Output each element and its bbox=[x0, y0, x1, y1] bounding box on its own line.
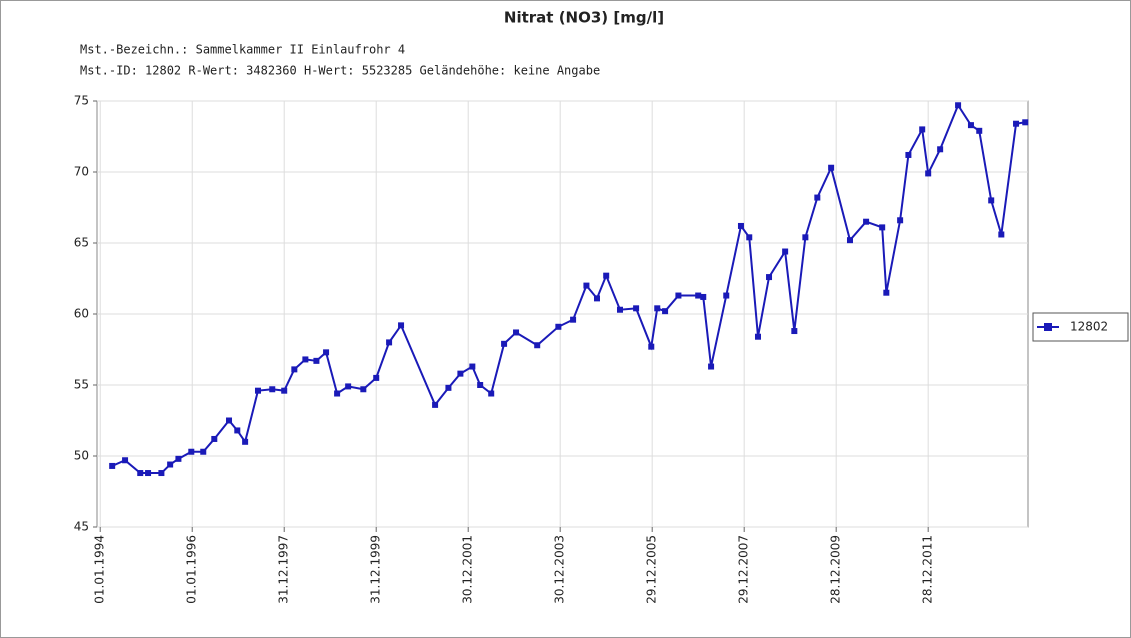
data-point bbox=[488, 390, 495, 397]
data-point bbox=[883, 289, 890, 296]
data-point bbox=[398, 322, 405, 329]
data-point bbox=[137, 470, 144, 477]
x-tick-label: 01.01.1994 bbox=[93, 535, 107, 604]
data-point bbox=[291, 366, 298, 373]
data-point bbox=[513, 329, 520, 336]
y-tick-label: 65 bbox=[74, 236, 89, 250]
data-point bbox=[188, 448, 195, 455]
x-tick-label: 28.12.2009 bbox=[829, 535, 843, 604]
data-point bbox=[863, 218, 870, 225]
x-tick-label: 01.01.1996 bbox=[185, 535, 199, 604]
data-point bbox=[242, 438, 249, 445]
data-point bbox=[158, 470, 165, 477]
data-point bbox=[254, 387, 261, 394]
x-tick-label: 30.12.2001 bbox=[461, 535, 475, 604]
data-point bbox=[791, 328, 798, 335]
data-point bbox=[109, 462, 116, 469]
data-point bbox=[695, 292, 702, 299]
data-point bbox=[616, 306, 623, 313]
data-point bbox=[967, 122, 974, 129]
data-point bbox=[603, 272, 610, 279]
y-tick-label: 55 bbox=[74, 378, 89, 392]
data-point bbox=[846, 237, 853, 244]
info-line: Mst.-ID: 12802 R-Wert: 3482360 H-Wert: 5… bbox=[80, 64, 600, 78]
x-tick-label: 29.12.2005 bbox=[645, 535, 659, 604]
data-point bbox=[675, 292, 682, 299]
y-tick-label: 70 bbox=[74, 165, 89, 179]
data-point bbox=[937, 146, 944, 153]
data-point bbox=[373, 374, 380, 381]
data-point bbox=[386, 339, 393, 346]
data-point bbox=[1013, 120, 1020, 127]
x-tick-label: 31.12.1999 bbox=[369, 535, 383, 604]
data-point bbox=[802, 234, 809, 241]
data-point bbox=[226, 417, 233, 424]
data-point bbox=[905, 151, 912, 158]
data-point bbox=[360, 386, 367, 393]
data-point bbox=[313, 357, 320, 364]
data-point bbox=[654, 305, 661, 312]
data-point bbox=[925, 170, 932, 177]
data-point bbox=[754, 333, 761, 340]
y-tick-label: 60 bbox=[74, 307, 89, 321]
data-point bbox=[477, 382, 484, 388]
data-point bbox=[555, 323, 562, 330]
data-point bbox=[534, 342, 541, 349]
data-point bbox=[211, 435, 218, 442]
data-point bbox=[662, 308, 669, 315]
data-point bbox=[302, 356, 309, 363]
data-point bbox=[1022, 119, 1029, 126]
data-point bbox=[200, 448, 207, 455]
data-point bbox=[234, 427, 241, 434]
y-tick-label: 75 bbox=[74, 94, 89, 108]
data-point bbox=[122, 457, 129, 464]
x-tick-label: 28.12.2011 bbox=[921, 535, 935, 604]
data-point bbox=[269, 386, 276, 393]
data-point bbox=[723, 292, 730, 299]
data-point bbox=[334, 390, 341, 397]
data-point bbox=[445, 384, 452, 391]
data-point bbox=[828, 164, 835, 171]
data-point bbox=[501, 340, 508, 347]
data-point bbox=[570, 316, 577, 323]
data-point bbox=[782, 248, 789, 255]
data-point bbox=[879, 224, 886, 231]
data-point bbox=[955, 102, 962, 109]
data-point bbox=[708, 363, 715, 370]
data-point bbox=[583, 282, 590, 289]
data-point bbox=[648, 343, 655, 350]
data-point bbox=[633, 305, 640, 312]
info-line: Mst.-Bezeichn.: Sammelkammer II Einlaufr… bbox=[80, 43, 405, 57]
data-point bbox=[897, 217, 904, 224]
chart-title: Nitrat (NO3) [mg/l] bbox=[504, 9, 664, 27]
legend-marker bbox=[1044, 323, 1052, 331]
y-tick-label: 50 bbox=[74, 449, 89, 463]
x-tick-label: 29.12.2007 bbox=[737, 535, 751, 604]
data-point bbox=[323, 349, 330, 356]
legend-label: 12802 bbox=[1070, 320, 1108, 334]
data-point bbox=[469, 363, 476, 370]
x-tick-label: 30.12.2003 bbox=[553, 535, 567, 604]
data-point bbox=[175, 455, 182, 462]
data-point bbox=[998, 231, 1005, 238]
data-point bbox=[988, 197, 995, 204]
data-point bbox=[746, 234, 753, 241]
data-point bbox=[814, 194, 821, 201]
data-point bbox=[766, 274, 773, 281]
data-point bbox=[737, 222, 744, 229]
data-point bbox=[345, 383, 352, 390]
data-point bbox=[167, 461, 174, 468]
data-point bbox=[457, 370, 464, 377]
data-point bbox=[976, 127, 983, 134]
data-point bbox=[593, 295, 600, 302]
data-point bbox=[145, 470, 152, 477]
x-tick-label: 31.12.1997 bbox=[277, 535, 291, 604]
data-point bbox=[281, 387, 288, 394]
data-point bbox=[919, 126, 926, 133]
data-point bbox=[432, 401, 439, 408]
y-tick-label: 45 bbox=[74, 520, 89, 534]
data-point bbox=[700, 293, 707, 300]
